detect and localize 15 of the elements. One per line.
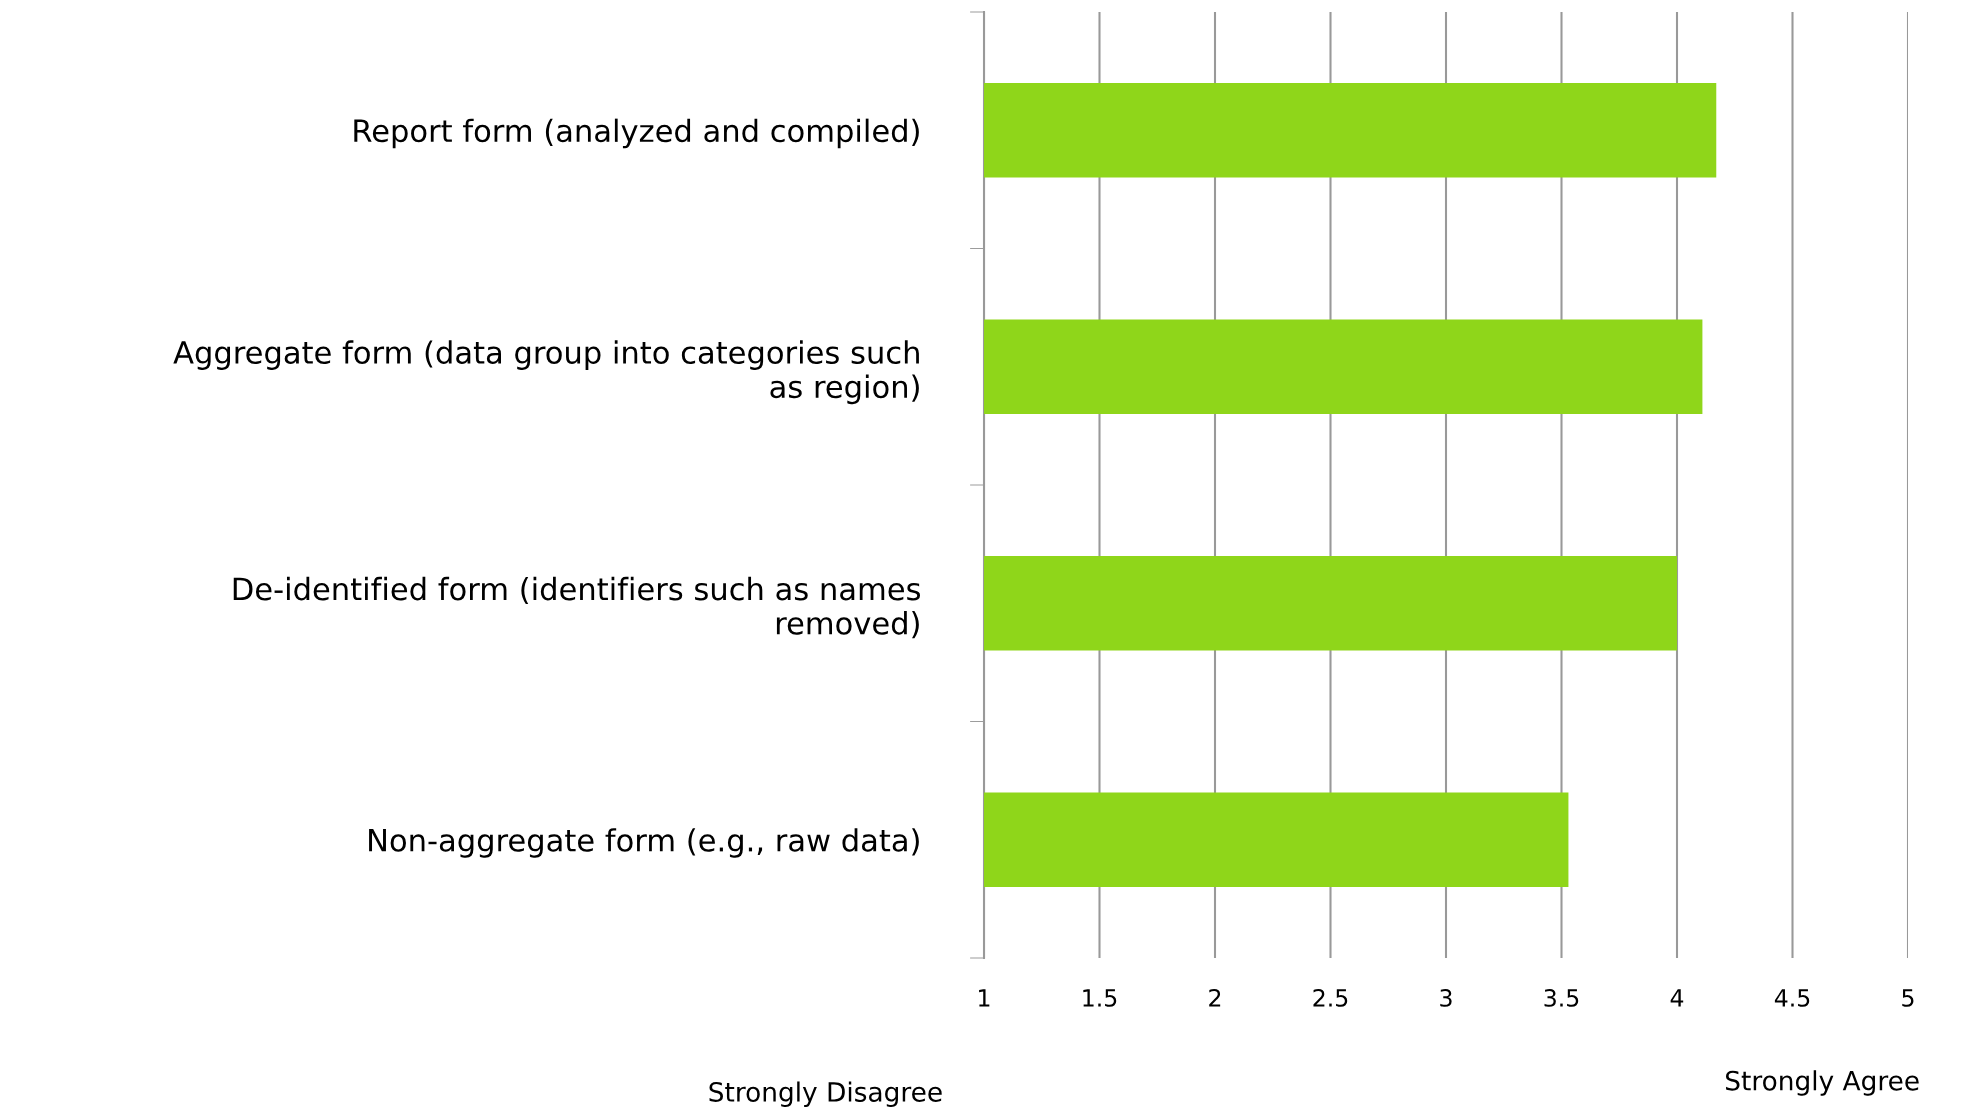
y-tick-label: Aggregate form (data group into categories such as region) <box>173 340 919 405</box>
x-tick-label: 1.5 <box>1083 989 1117 1007</box>
y-tick-label: Report form (analyzed and compiled) <box>354 118 919 149</box>
x-tick-label: 1 <box>979 989 990 1007</box>
x-tick-label: 5 <box>1902 989 1914 1007</box>
y-tick-label: Non-aggregate form (e.g., raw data) <box>369 828 919 858</box>
x-tick-label: 2 <box>1209 988 1221 1007</box>
x-tick-label: 3.5 <box>1544 988 1579 1007</box>
text: Strongly Agree <box>1726 1070 1919 1096</box>
y-tick-label: De-identified form (identifiers such as names removed) <box>233 576 921 639</box>
x-tick-label: 2.5 <box>1313 988 1348 1007</box>
x-tick-label: 4.5 <box>1774 989 1810 1007</box>
text: Strongly Disagree <box>709 1081 942 1108</box>
x-tick-label: 4 <box>1670 989 1684 1007</box>
x-tick-label: 3 <box>1440 988 1452 1007</box>
